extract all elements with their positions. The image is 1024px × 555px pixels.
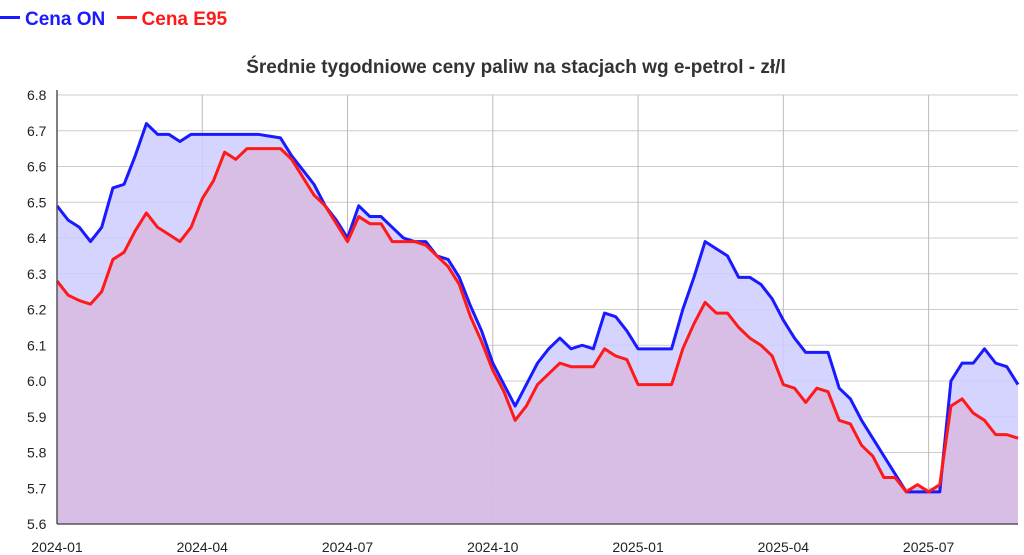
legend-entry-e95: Cena E95 <box>116 9 228 31</box>
y-tick-label: 6.1 <box>27 337 47 353</box>
y-tick-label: 6.5 <box>27 194 47 210</box>
y-tick-label: 6.8 <box>27 87 47 103</box>
legend-entry-on: Cena ON <box>0 9 105 31</box>
y-tick-label: 6.3 <box>27 266 47 282</box>
series-area-e95 <box>57 148 1018 524</box>
chart-title: Średnie tygodniowe ceny paliw na stacjac… <box>246 57 786 78</box>
x-tick-label: 2024-07 <box>322 539 374 555</box>
legend-label-e95: Cena E95 <box>141 9 228 30</box>
y-tick-label: 6.0 <box>27 373 47 389</box>
x-tick-label: 2025-07 <box>903 539 955 555</box>
y-tick-label: 6.2 <box>27 302 47 318</box>
y-tick-label: 6.4 <box>27 230 47 246</box>
x-tick-label: 2024-01 <box>31 539 83 555</box>
y-tick-label: 5.8 <box>27 445 47 461</box>
series-line-e95 <box>55 147 1019 494</box>
x-tick-label: 2025-04 <box>758 539 810 555</box>
x-tick-label: 2024-04 <box>177 539 229 555</box>
y-tick-label: 5.6 <box>27 516 47 532</box>
y-tick-label: 5.9 <box>27 409 47 425</box>
chart-legend: Cena ON Cena E95 <box>0 9 233 31</box>
y-tick-label: 5.7 <box>27 480 47 496</box>
y-tick-label: 6.6 <box>27 159 47 175</box>
y-tick-label: 6.7 <box>27 123 47 139</box>
legend-label-on: Cena ON <box>25 9 106 30</box>
legend-swatch-on <box>0 16 20 20</box>
series-line-on <box>55 122 1020 494</box>
x-tick-label: 2025-01 <box>612 539 664 555</box>
legend-swatch-e95 <box>116 16 137 20</box>
x-tick-label: 2024-10 <box>467 539 519 555</box>
